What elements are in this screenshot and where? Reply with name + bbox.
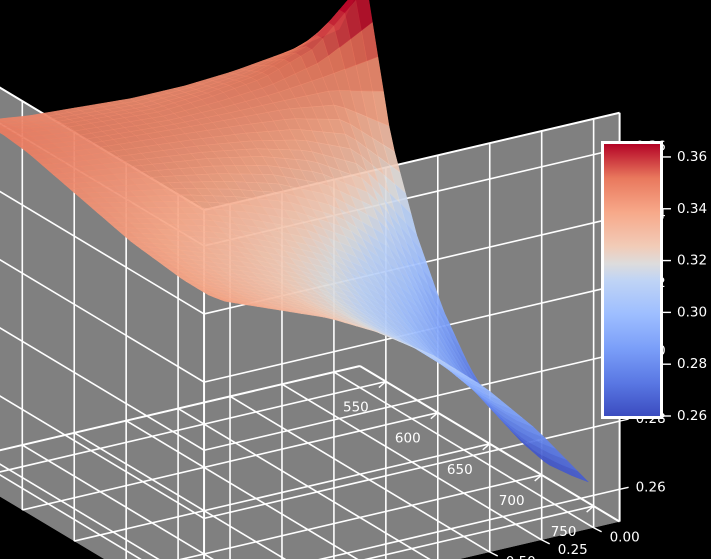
x-tick-mark bbox=[586, 505, 595, 513]
surface-facet bbox=[219, 298, 236, 304]
y-tick-mark bbox=[489, 551, 499, 557]
y-tick-mark bbox=[541, 539, 551, 545]
gridline-bottom-y bbox=[281, 383, 543, 541]
x-tick-label: 650 bbox=[447, 462, 473, 478]
gridline-backy-z bbox=[0, 190, 205, 315]
y-tick-label: 0.50 bbox=[506, 554, 536, 559]
gridline-backx-z bbox=[203, 352, 620, 452]
z-tick-mark bbox=[619, 486, 629, 490]
gridline-bottom-y bbox=[177, 407, 431, 559]
z-tick-mark bbox=[619, 418, 629, 422]
x-tick-mark bbox=[534, 474, 543, 482]
gridline-bottom-y bbox=[21, 444, 215, 559]
gridline-bottom-y bbox=[229, 395, 491, 553]
gridline-backy-z bbox=[0, 326, 205, 451]
y-tick-mark bbox=[593, 527, 602, 533]
x-tick-label: 700 bbox=[499, 493, 525, 509]
gridline-bottom-y bbox=[125, 420, 359, 559]
x-tick-mark bbox=[378, 381, 387, 389]
x-tick-label: 600 bbox=[395, 431, 421, 447]
y-tick-label: 0.25 bbox=[558, 542, 588, 558]
y-tick-label: 0.00 bbox=[610, 530, 640, 546]
gridline-backy-z bbox=[0, 463, 160, 559]
colorbar-tick-label: 0.34 bbox=[677, 201, 707, 217]
surface-mesh bbox=[0, 0, 589, 483]
colorbar-group: 0.26 0.28 0.30 0.32 0.34 0.36 bbox=[601, 141, 707, 424]
gridline-bottom-y bbox=[333, 371, 595, 529]
axes-3d: 5506006507007500.000.250.500.751.001.251… bbox=[0, 0, 666, 559]
gridline-backx-z bbox=[203, 420, 620, 520]
colorbar-tick-label: 0.26 bbox=[677, 408, 707, 424]
colorbar-tick-label: 0.36 bbox=[677, 149, 707, 165]
colorbar-tick-label: 0.28 bbox=[677, 356, 707, 372]
x-tick-label: 550 bbox=[343, 400, 369, 416]
colorbar-gradient[interactable] bbox=[604, 144, 660, 416]
axis-edge-y bbox=[0, 365, 361, 452]
gridline-backy-z bbox=[0, 395, 205, 520]
gridline-backx-z bbox=[318, 488, 620, 559]
x-tick-label: 750 bbox=[551, 524, 577, 540]
gridline-backy-z bbox=[0, 258, 205, 383]
gridline-bottom-y bbox=[0, 473, 142, 559]
colorbar-tick-label: 0.30 bbox=[677, 304, 707, 320]
x-tick-mark bbox=[482, 443, 491, 451]
colorbar-tick-label: 0.32 bbox=[677, 253, 707, 269]
z-tick-label: 0.26 bbox=[636, 479, 666, 495]
x-tick-mark bbox=[430, 412, 439, 420]
